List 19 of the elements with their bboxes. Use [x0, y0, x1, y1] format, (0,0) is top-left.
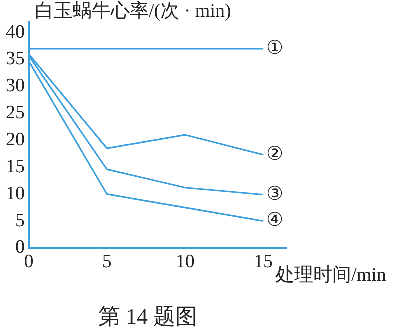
- y-tick-label: 30: [6, 76, 25, 97]
- series-label: ②: [266, 142, 284, 165]
- x-tick-label: 10: [176, 252, 195, 273]
- x-axis-title: 处理时间/min: [276, 265, 387, 286]
- x-tick-label: 5: [102, 252, 112, 273]
- y-axis-title: 白玉蜗牛心率/(次 · min): [35, 0, 232, 22]
- series-label: ①: [266, 36, 284, 59]
- x-tick-label: 15: [254, 252, 274, 273]
- y-tick-label: 10: [6, 183, 25, 204]
- y-tick-label: 40: [6, 22, 25, 43]
- text: 第 14 题图: [98, 304, 198, 329]
- y-tick-label: 0: [16, 237, 25, 258]
- y-tick-label: 5: [16, 210, 25, 232]
- y-tick-label: 25: [6, 102, 25, 124]
- y-tick-label: 20: [6, 129, 25, 150]
- y-tick-label: 15: [6, 156, 25, 178]
- y-tick-label: 35: [6, 48, 25, 70]
- series-label: ④: [266, 209, 284, 232]
- series-label: ③: [266, 182, 284, 205]
